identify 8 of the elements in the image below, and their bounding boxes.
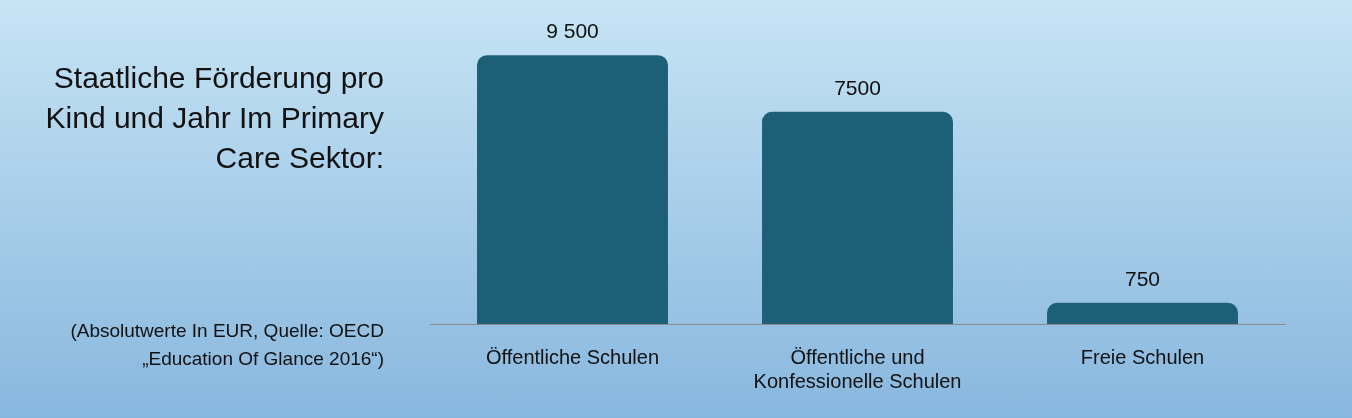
text: (Absolutwerte In EUR, Quelle: OECD „Education Of Glance 2016“) <box>69 319 384 371</box>
data-label: 7500 <box>834 76 881 100</box>
x-tick-label: Freie Schulen <box>1080 345 1205 368</box>
data-label: 750 <box>1124 267 1161 291</box>
x-tick-label: Öffentliche Schulen <box>485 345 660 368</box>
x-tick-label: Öffentliche und Konfessionelle Schulen <box>753 345 962 392</box>
data-label: 9 500 <box>546 19 599 43</box>
text: Staatliche Förderung pro Kind und Jahr Im Primary Care Sektor: <box>44 60 384 176</box>
